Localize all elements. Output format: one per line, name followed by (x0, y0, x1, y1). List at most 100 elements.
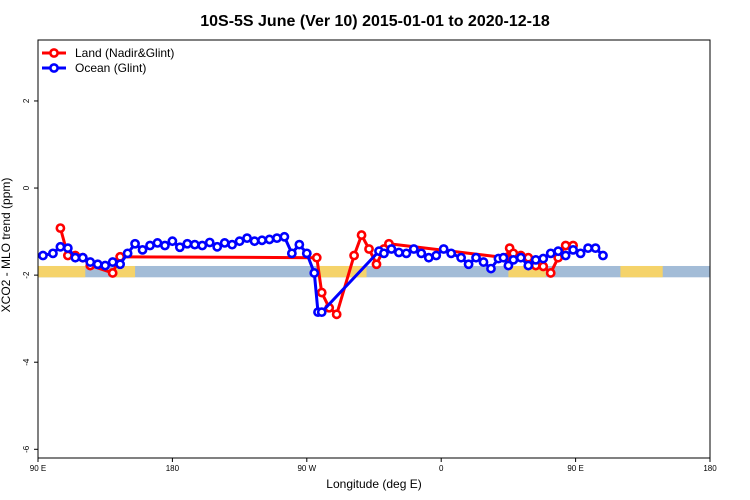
ocean-point (386, 244, 397, 254)
land-point (107, 268, 118, 278)
ocean-point (423, 252, 434, 263)
ocean-point (590, 243, 601, 254)
y-tick-label: -2 (22, 271, 31, 279)
y-tick-label: -4 (22, 358, 31, 366)
chart-title: 10S-5S June (Ver 10) 2015-01-01 to 2020-… (200, 13, 550, 30)
ocean-point (301, 248, 312, 259)
ocean-point (92, 259, 103, 270)
legend: Land (Nadir&Glint)Ocean (Glint) (42, 46, 174, 75)
ocean-point (503, 260, 514, 271)
ocean-point (160, 240, 170, 251)
ocean-point (446, 248, 457, 259)
ocean-point (174, 242, 185, 253)
ocean-point (62, 243, 73, 254)
land-point (316, 287, 327, 298)
x-axis: 90 E 180 90 W 0 90 E 180 (30, 458, 717, 473)
ocean-point (264, 234, 275, 245)
ocean-point (583, 243, 593, 254)
ocean-point (249, 236, 260, 247)
ocean-point (38, 250, 48, 261)
land-point (545, 268, 556, 278)
ocean-point (279, 231, 290, 242)
land-point (560, 240, 571, 251)
ocean-point (515, 252, 526, 263)
ocean-point (189, 239, 200, 250)
legend-item-land: Land (Nadir&Glint) (42, 46, 174, 60)
ocean-point (438, 244, 449, 254)
ocean-point (286, 248, 297, 259)
band-layer (38, 265, 710, 278)
legend-label: Ocean (Glint) (75, 61, 146, 75)
ocean-point (530, 254, 541, 265)
legend-swatch-point (49, 63, 59, 73)
ocean-point (197, 240, 208, 251)
land-band (319, 265, 367, 278)
ocean-point (463, 259, 474, 270)
x-tick-label: 90 E (30, 464, 46, 473)
ocean-point (575, 248, 586, 259)
plot-frame (37, 39, 711, 459)
x-tick-label: 180 (166, 464, 180, 473)
ocean-band (38, 265, 710, 278)
legend-item-ocean: Ocean (Glint) (42, 61, 146, 75)
x-tick-label: 0 (439, 464, 444, 473)
ocean-point (401, 248, 412, 259)
land-point (538, 261, 549, 272)
ocean-point (486, 263, 496, 274)
ocean-point (379, 248, 389, 259)
ocean-point (598, 250, 608, 261)
ocean-point (456, 252, 467, 263)
ocean-point (471, 252, 481, 263)
ocean-point (70, 252, 81, 263)
ocean-point (227, 239, 238, 250)
ocean-point (257, 235, 267, 246)
ocean-point (498, 252, 509, 263)
y-axis: 2 0 -2 -4 -6 (22, 98, 38, 453)
ocean-point (130, 238, 140, 249)
land-point (523, 252, 534, 263)
ocean-point (152, 238, 163, 248)
land-band (620, 265, 663, 278)
ocean-point (167, 236, 178, 247)
ocean-point (85, 257, 96, 267)
ocean-point (234, 236, 245, 247)
land-point (364, 244, 374, 254)
ocean-point (137, 244, 148, 255)
land-point (55, 223, 66, 233)
ocean-point (553, 246, 564, 257)
ocean-point (242, 233, 252, 244)
x-tick-label: 90 W (297, 464, 316, 473)
x-tick-label: 180 (703, 464, 717, 473)
series-layer (38, 223, 608, 320)
ocean-point (48, 248, 58, 259)
land-point (331, 309, 342, 320)
ocean-point (55, 241, 66, 252)
ocean-point (478, 257, 489, 267)
ocean-point (568, 244, 579, 255)
ocean-point (431, 250, 442, 261)
ocean-point (107, 257, 118, 267)
ocean-point (545, 248, 556, 259)
land-point (356, 230, 367, 240)
ocean-point (182, 238, 193, 249)
y-axis-label: XCO2 - MLO trend (ppm) (0, 178, 13, 313)
ocean-point (316, 307, 327, 318)
y-tick-label: 0 (22, 185, 31, 190)
ocean-point (523, 260, 534, 271)
ocean-point (560, 250, 571, 261)
legend-swatch-point (49, 48, 59, 58)
ocean-series (38, 231, 608, 318)
legend-label: Land (Nadir&Glint) (75, 46, 174, 60)
y-tick-label: 2 (22, 98, 31, 103)
y-tick-label: -6 (22, 445, 31, 453)
ocean-point (508, 254, 519, 265)
ocean-point (309, 268, 320, 278)
ocean-point (408, 244, 419, 254)
land-point (311, 252, 322, 263)
ocean-point (145, 240, 155, 251)
ocean-point (77, 252, 88, 263)
land-band (115, 265, 136, 278)
ocean-point (294, 239, 305, 250)
ocean-point (100, 260, 111, 271)
